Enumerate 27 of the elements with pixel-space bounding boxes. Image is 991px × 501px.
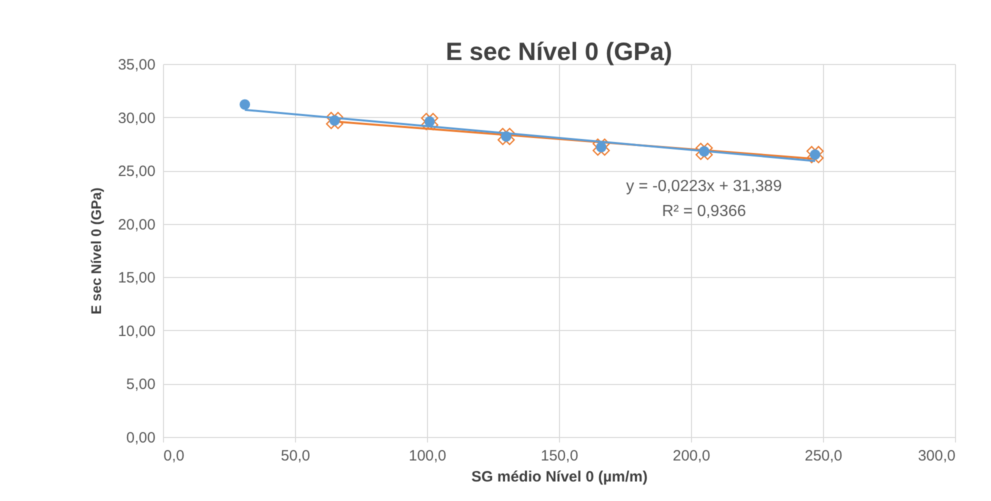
point [498, 128, 515, 146]
chart-title: E sec Nível 0 (GPa) [446, 38, 672, 66]
point [326, 112, 344, 130]
x-tick-label: 250,0 [804, 448, 842, 464]
y-tick-label: 0,00 [126, 430, 156, 446]
y-tick-label: 25,00 [118, 163, 156, 180]
y-axis-title: E sec Nível 0 (GPa) [88, 188, 104, 314]
x-tick-label: 100,0 [408, 448, 446, 464]
point [421, 112, 438, 130]
x-tick-label: 200,0 [672, 448, 710, 464]
point [696, 142, 713, 160]
point [806, 146, 824, 164]
y-tick-label: 5,00 [126, 376, 156, 394]
x-tick-label: 0,0 [164, 448, 184, 464]
annotation: y = -0,0223x + 31,389 [626, 178, 782, 195]
y-tick-label: 35,00 [118, 56, 156, 74]
point [592, 138, 610, 156]
y-tick-label: 15,00 [118, 270, 156, 287]
y-tick-label: 30,00 [118, 110, 156, 127]
y-tick-label: 20,00 [118, 216, 156, 234]
point [240, 99, 250, 110]
annotation: R² = 0,9366 [662, 203, 746, 220]
x-axis-title: SG médio Nível 0 (µm/m) [471, 468, 648, 486]
x-tick-label: 150,0 [540, 448, 578, 464]
x-tick-label: 300,0 [918, 448, 956, 464]
y-tick-label: 10,00 [118, 322, 156, 340]
x-tick-label: 50,0 [280, 448, 310, 464]
